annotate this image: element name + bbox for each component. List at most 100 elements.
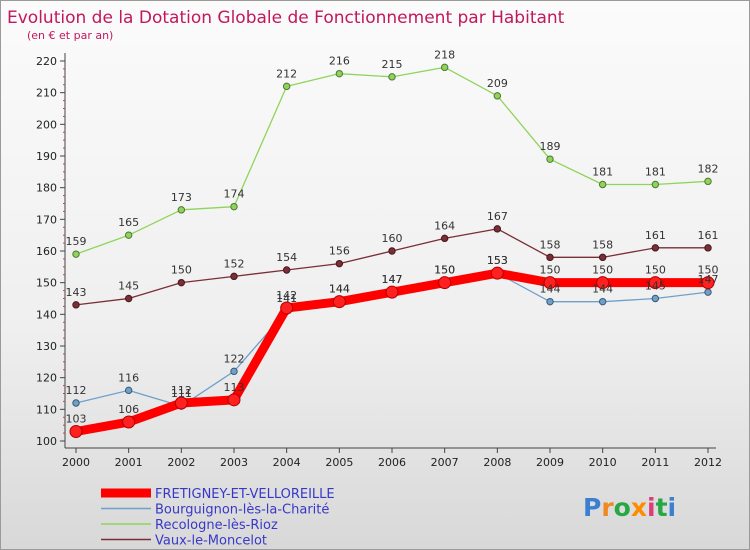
data-label: 144: [592, 283, 613, 296]
data-label: 150: [698, 264, 719, 277]
data-label: 161: [645, 229, 666, 242]
series-point: [493, 225, 502, 233]
data-label: 111: [171, 387, 192, 400]
series-point: [124, 386, 133, 395]
x-tick-label-2009: 2009: [536, 456, 564, 469]
data-label: 142: [276, 289, 297, 302]
series-point: [72, 250, 80, 258]
data-label: 164: [434, 219, 455, 232]
x-tick-label-2005: 2005: [325, 456, 353, 469]
series-point: [546, 297, 554, 306]
data-label: 160: [382, 232, 403, 245]
x-tick-label-2006: 2006: [378, 456, 406, 469]
logo-letter: i: [647, 493, 656, 522]
x-tick-label-2002: 2002: [167, 456, 195, 469]
series-point: [546, 253, 554, 262]
x-tick-label-2007: 2007: [431, 456, 459, 469]
data-label: 144: [329, 283, 350, 296]
series-point: [227, 393, 241, 407]
legend-label: Recologne-lès-Rioz: [155, 518, 278, 533]
data-label: 189: [540, 140, 561, 153]
series-point: [440, 234, 449, 243]
series-point: [493, 92, 502, 100]
series-3: [69, 266, 715, 438]
series-point: [69, 425, 83, 438]
data-label: 147: [382, 273, 403, 286]
data-label: 158: [592, 238, 613, 251]
data-label: 150: [645, 264, 666, 277]
chart-subtitle: (en € et par an): [27, 29, 113, 42]
y-tick-label-100: 100: [36, 435, 57, 448]
y-tick-label-180: 180: [36, 182, 57, 195]
series-point: [598, 180, 607, 189]
series-point: [651, 244, 660, 252]
data-label: 150: [434, 264, 455, 277]
x-tick-label-2003: 2003: [220, 456, 248, 469]
data-label: 153: [487, 254, 508, 267]
series-point: [122, 415, 136, 429]
data-label: 106: [118, 403, 139, 416]
data-label: 158: [540, 238, 561, 251]
x-tick-label-2010: 2010: [589, 456, 617, 469]
series-point: [543, 276, 557, 290]
data-label: 145: [645, 280, 666, 293]
series-point: [490, 266, 504, 280]
series-layer: [69, 63, 715, 438]
data-label: 161: [698, 229, 719, 242]
series-point: [280, 301, 294, 315]
data-label: 212: [276, 67, 297, 80]
series-point: [598, 253, 607, 262]
x-tick-label-2004: 2004: [273, 456, 301, 469]
data-label: 181: [592, 166, 613, 179]
y-tick-label-210: 210: [36, 87, 57, 100]
legend-label: Vaux-le-Moncelot: [155, 534, 267, 549]
series-point: [72, 301, 80, 309]
data-label: 150: [540, 264, 561, 277]
y-tick-label-140: 140: [36, 308, 57, 321]
data-label: 150: [592, 264, 613, 277]
data-label: 141: [276, 292, 297, 305]
data-label: 116: [118, 371, 139, 384]
data-label: 156: [329, 245, 350, 258]
data-label: 144: [540, 283, 561, 296]
data-label: 152: [224, 257, 245, 270]
chart-title: Evolution de la Dotation Globale de Fonc…: [7, 8, 565, 28]
series-point: [546, 155, 554, 163]
y-tick-label-110: 110: [36, 403, 57, 416]
data-label: 147: [698, 273, 719, 286]
y-tick-label-220: 220: [36, 55, 57, 68]
series-point: [704, 244, 712, 252]
series-point: [177, 278, 186, 287]
data-label: 174: [224, 188, 245, 201]
data-label: 181: [645, 166, 666, 179]
y-tick-label-170: 170: [36, 213, 57, 226]
y-tick-label-150: 150: [36, 277, 57, 290]
series-point: [124, 294, 133, 303]
series-point: [174, 396, 188, 410]
y-tick-label-120: 120: [36, 372, 57, 385]
logo-letter: t: [656, 493, 668, 522]
series-point: [335, 69, 344, 78]
x-tick-label-2000: 2000: [62, 456, 90, 469]
legend: FRETIGNEY-ET-VELLOREILLEBourguignon-lès-…: [101, 487, 335, 549]
series-point: [598, 297, 607, 306]
axes: 100 110 120 130 140 150 160 170 180 190 200 210 220 2…: [36, 53, 722, 469]
y-tick-label-200: 200: [36, 118, 57, 131]
data-label: 216: [329, 55, 350, 68]
data-label: 215: [382, 58, 403, 71]
data-label: 154: [276, 251, 297, 264]
series-point: [385, 285, 399, 299]
data-label: 113: [224, 381, 245, 394]
data-label: 150: [171, 264, 192, 277]
series-point: [704, 288, 712, 296]
proxiti-logo: Proxiti: [583, 493, 676, 522]
series-point: [701, 276, 715, 290]
series-point: [651, 294, 660, 303]
series-point: [704, 177, 712, 186]
data-label: 159: [66, 235, 87, 248]
series-point: [124, 231, 133, 239]
logo-letter: o: [614, 493, 631, 522]
logo-letter: x: [631, 493, 647, 522]
